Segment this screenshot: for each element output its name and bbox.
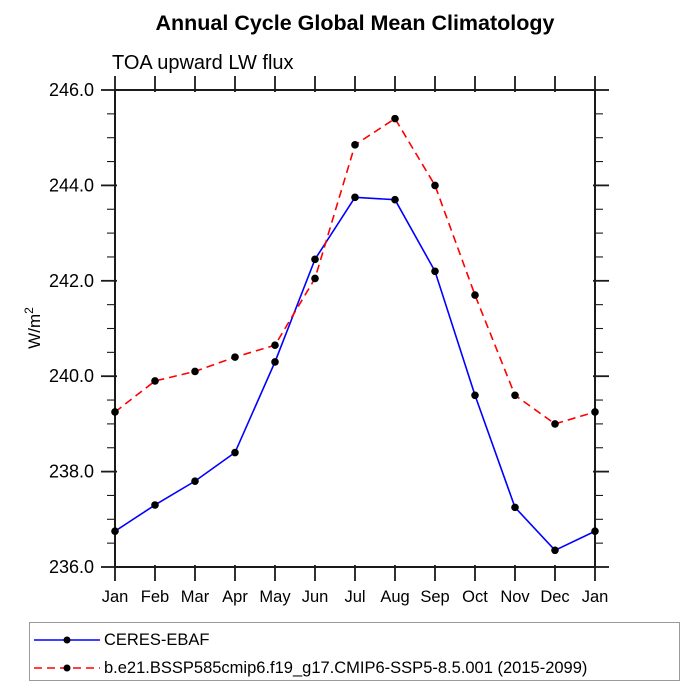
y-tick-label: 236.0 (49, 557, 94, 577)
series-model-marker (311, 274, 319, 283)
y-tick-label: 246.0 (49, 80, 94, 100)
series-model-marker (551, 420, 559, 428)
series-model-marker (111, 408, 119, 416)
series-model-marker (391, 114, 399, 123)
legend-label-obs: CERES-EBAF (104, 630, 210, 649)
series-obs-marker (511, 503, 519, 512)
series-model-marker (231, 353, 239, 361)
series-model-marker (591, 408, 599, 416)
series-obs-marker (471, 391, 479, 400)
legend-sample-marker (63, 636, 71, 644)
legend-entry-obs: CERES-EBAF (32, 627, 209, 653)
legend-entry-model: b.e21.BSSP585cmip6.f19_g17.CMIP6-SSP5-8.… (32, 655, 587, 681)
y-tick-label: 244.0 (49, 175, 94, 195)
series-obs-marker (151, 501, 159, 509)
series-model-marker (151, 377, 159, 385)
y-axis-label: W/m2 (22, 307, 44, 349)
legend-line-sample-solid-icon (34, 636, 100, 644)
x-tick-label: Oct (462, 588, 488, 606)
series-model-marker (471, 291, 479, 299)
x-tick-label: Mar (181, 588, 210, 606)
series-obs-marker (231, 448, 239, 457)
plot-subtitle: TOA upward LW flux (112, 52, 294, 74)
series-model-marker (431, 181, 439, 190)
y-tick-label: 238.0 (49, 462, 94, 482)
series-obs-marker (311, 255, 319, 264)
series-obs-marker (191, 477, 199, 485)
y-tick-label: 242.0 (49, 271, 94, 291)
series-obs-marker (351, 193, 359, 202)
series-model-marker (511, 391, 519, 400)
legend-box: CERES-EBAF b.e21.BSSP585cmip6.f19_g17.CM… (29, 622, 680, 681)
legend-line-sample-dashed-icon (34, 664, 100, 672)
plot-frame (114, 89, 596, 568)
series-model-marker (191, 367, 199, 376)
legend-sample-marker (63, 664, 71, 672)
series-model-marker (271, 341, 279, 349)
page-title: Annual Cycle Global Mean Climatology (155, 11, 555, 35)
y-tick-label: 240.0 (49, 366, 94, 386)
series-model-marker (351, 141, 359, 149)
x-tick-label: Apr (222, 588, 248, 606)
x-tick-label: Dec (540, 588, 569, 606)
x-tick-label: Feb (141, 588, 169, 606)
x-tick-label: Nov (500, 588, 530, 606)
series-obs-marker (271, 358, 279, 366)
series-obs-marker (111, 527, 119, 536)
series-model-line (114, 117, 596, 425)
x-tick-label: Jan (102, 588, 129, 606)
series-obs-marker (431, 267, 439, 276)
series-obs-marker (591, 527, 599, 536)
x-tick-label: Jul (344, 588, 365, 606)
x-tick-label: Sep (420, 588, 449, 606)
x-tick-label: Aug (380, 588, 409, 606)
x-tick-label: Jan (582, 588, 609, 606)
x-tick-label: Jun (302, 588, 329, 606)
x-tick-label: May (259, 588, 291, 606)
series-obs-marker (391, 195, 399, 204)
series-obs-marker (551, 546, 559, 555)
legend-label-model: b.e21.BSSP585cmip6.f19_g17.CMIP6-SSP5-8.… (104, 658, 588, 677)
